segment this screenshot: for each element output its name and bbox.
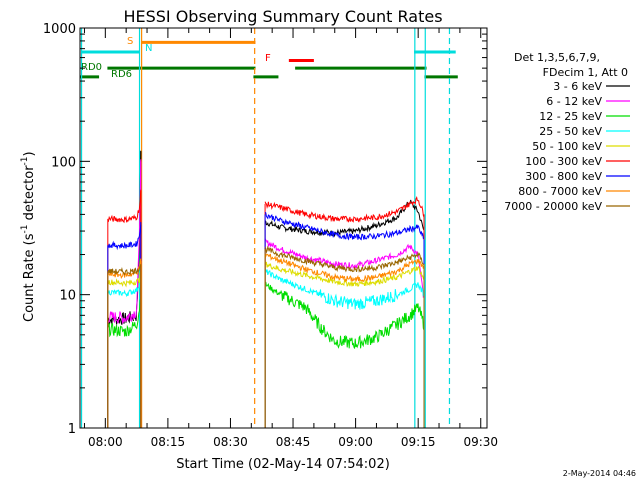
series-line (107, 189, 142, 224)
series-line (264, 261, 425, 287)
series-line (107, 271, 142, 288)
x-tick-label: 08:15 (151, 435, 186, 449)
date-stamp: 2-May-2014 04:46 (563, 469, 636, 478)
y-axis-label-mid: detector (22, 165, 37, 225)
flag-label-s: S (127, 36, 133, 47)
legend-entry-label: 7000 - 20000 keV (504, 200, 602, 213)
legend-entry-label: 3 - 6 keV (553, 80, 602, 93)
series-line (264, 211, 425, 241)
chart-title: HESSI Observing Summary Count Rates (123, 7, 442, 26)
series-line (264, 199, 425, 238)
series-line (107, 297, 142, 338)
legend-entry-label: 300 - 800 keV (525, 170, 602, 183)
x-tick-label: 09:00 (338, 435, 373, 449)
series-line (107, 159, 142, 324)
y-axis-label: Count Rate (s-1 detector-1) (20, 151, 37, 322)
y-tick-label: 100 (51, 155, 76, 170)
data-series (107, 150, 425, 428)
x-axis-label: Start Time (02-May-14 07:54:02) (176, 457, 390, 472)
x-tick-label: 09:15 (401, 435, 436, 449)
series-line (264, 245, 425, 273)
y-tick-label: 1 (68, 422, 76, 437)
legend-entry-label: 800 - 7000 keV (518, 185, 602, 198)
y-tick-label: 1000 (43, 22, 76, 37)
y-axis-label-end: ) (22, 151, 37, 156)
x-tick-label: 08:00 (88, 435, 123, 449)
x-tick-label: 08:45 (276, 435, 311, 449)
series-line (264, 238, 425, 299)
legend-entry-label: 25 - 50 keV (539, 125, 602, 138)
series-line (264, 268, 425, 310)
flag-label-rd0: RD0 (81, 62, 102, 73)
legend-header-1: Det 1,3,5,6,7,9, (514, 51, 600, 64)
flag-label-rd6: RD6 (111, 69, 132, 80)
x-tick-label: 09:30 (463, 435, 498, 449)
series-line (107, 224, 142, 251)
y-axis-label-main: Count Rate (s (22, 233, 37, 322)
series-line (264, 253, 425, 283)
series-line (264, 196, 425, 223)
y-axis-label-sup1: -1 (20, 224, 30, 233)
x-axis: 08:00 08:15 08:30 08:45 09:00 09:15 09:30 (83, 28, 498, 449)
flag-label-f: F (265, 53, 271, 64)
series-line (107, 258, 142, 279)
y-axis-label-sup2: -1 (20, 156, 30, 165)
legend-header-2: FDecim 1, Att 0 (543, 66, 628, 79)
legend-entry-label: 12 - 25 keV (539, 110, 602, 123)
legend: Det 1,3,5,6,7,9, FDecim 1, Att 0 3 - 6 k… (504, 51, 630, 213)
legend-entry-label: 100 - 300 keV (525, 155, 602, 168)
x-tick-label: 08:30 (213, 435, 248, 449)
y-axis: 1 10 100 1000 (43, 22, 487, 437)
flag-label-n: N (145, 43, 152, 54)
legend-entry-label: 6 - 12 keV (546, 95, 602, 108)
flags-layer: S N RD0 RD6 F (80, 36, 458, 80)
series-line (264, 281, 425, 349)
plot-frame (79, 27, 488, 429)
legend-entry-label: 50 - 100 keV (532, 140, 602, 153)
series-line (107, 276, 142, 298)
y-tick-label: 10 (59, 289, 76, 304)
vertical-markers (80, 28, 451, 428)
series-line (107, 264, 142, 276)
